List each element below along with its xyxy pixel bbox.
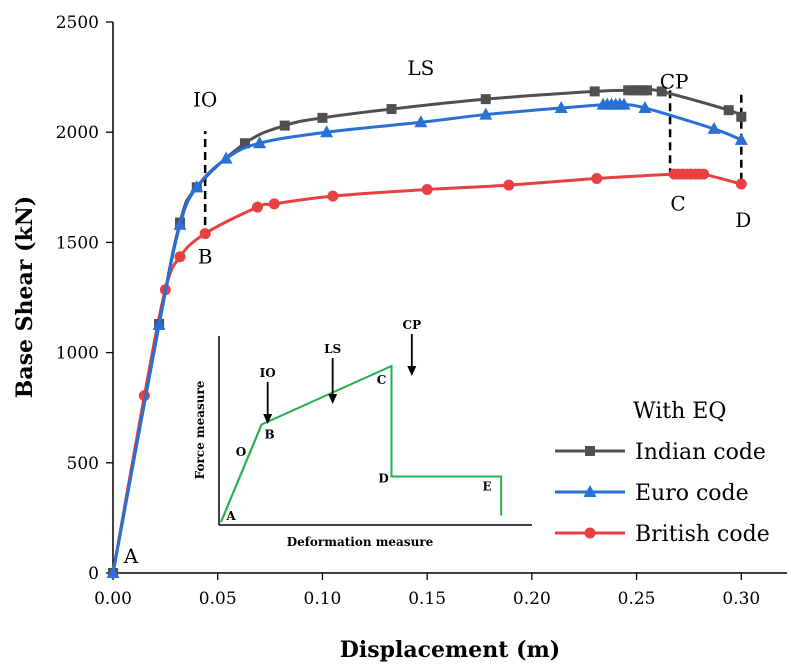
data-point (173, 217, 187, 230)
annotation-label: IO (193, 87, 217, 111)
data-point (174, 251, 186, 263)
y-tick-label: 2000 (56, 123, 99, 143)
data-point (386, 104, 397, 115)
data-point (414, 115, 428, 128)
legend-label: Euro code (635, 481, 749, 506)
inset-point-label: B (265, 428, 275, 442)
data-point (252, 201, 264, 213)
x-tick-label: 0.20 (513, 589, 551, 609)
inset-y-label: Force measure (193, 380, 207, 479)
data-point (707, 121, 721, 134)
y-tick-label: 500 (67, 454, 99, 474)
y-tick-label: 1500 (56, 233, 99, 253)
data-point (656, 86, 667, 97)
inset-point-label: D (378, 472, 388, 486)
y-axis-title: Base Shear (kN) (12, 196, 38, 398)
y-ticks: 0 500 1000 1500 2000 2500 (56, 13, 113, 584)
inset-point-label: A (225, 509, 236, 523)
data-point (268, 198, 280, 210)
legend-label: British code (635, 522, 770, 547)
data-point (479, 107, 493, 120)
inset-arrow-label: LS (324, 342, 341, 356)
y-tick-label: 1000 (56, 344, 99, 364)
inset-diagram: Deformation measure Force measure A B C D E O… (193, 318, 532, 549)
data-point (554, 100, 568, 113)
x-tick-label: 0.25 (618, 589, 656, 609)
x-axis-title: Displacement (m) (340, 637, 560, 663)
x-tick-label: 0.15 (408, 589, 446, 609)
data-point (638, 100, 652, 113)
data-point (480, 94, 491, 105)
inset-arrows: IO LS CP (260, 318, 421, 424)
data-point (219, 151, 233, 164)
data-point (723, 105, 734, 116)
legend: With EQ Indian code Euro code British code (555, 399, 770, 547)
inset-arrow-head (407, 366, 417, 376)
data-point (617, 97, 631, 110)
legend-marker (584, 527, 596, 539)
inset-arrow-label: CP (403, 318, 422, 332)
data-point (106, 566, 120, 578)
series-euro-code (106, 97, 748, 578)
x-ticks: 0.00 0.05 0.10 0.15 0.20 0.25 0.30 (94, 573, 760, 609)
data-point (317, 112, 328, 123)
data-point (623, 85, 634, 96)
data-point (734, 132, 748, 145)
inset-point-label: C (377, 373, 387, 387)
y-tick-label: 0 (88, 564, 99, 584)
data-point (503, 179, 515, 191)
series-british-code (107, 168, 747, 579)
data-point (279, 120, 290, 131)
annotation-label: A (123, 544, 139, 568)
inset-arrow-head (263, 414, 273, 424)
annotation-label: D (735, 208, 751, 232)
annotation-label: C (670, 191, 685, 215)
data-point (190, 180, 204, 193)
x-tick-label: 0.05 (199, 589, 237, 609)
inset-arrow-head (328, 394, 338, 404)
annotation-label: CP (660, 69, 689, 93)
inset-x-label: Deformation measure (287, 535, 434, 549)
data-point (239, 138, 250, 149)
x-tick-label: 0.10 (304, 589, 342, 609)
data-point (735, 178, 747, 190)
data-point (421, 184, 433, 196)
legend-marker (585, 446, 595, 456)
data-point (320, 125, 334, 138)
y-tick-label: 2500 (56, 13, 99, 33)
inset-labels: A B C D E O (225, 373, 491, 523)
data-point (642, 85, 653, 96)
data-point (698, 168, 710, 180)
data-point (253, 136, 267, 149)
series-layer (106, 85, 748, 579)
legend-title: With EQ (633, 399, 726, 424)
data-point (589, 86, 600, 97)
inset-arrow-label: IO (260, 366, 276, 380)
x-tick-label: 0.30 (722, 589, 760, 609)
inset-segment-label: O (236, 445, 246, 459)
x-tick-label: 0.00 (94, 589, 132, 609)
data-point (199, 228, 211, 240)
data-point (591, 172, 603, 184)
data-point (736, 111, 747, 122)
data-point (327, 190, 339, 202)
legend-marker (583, 485, 597, 497)
inset-elastic-segment (220, 424, 263, 523)
inset-point-label: E (483, 480, 492, 494)
legend-label: Indian code (635, 440, 766, 465)
annotations: A IO B LS CP C D (123, 56, 752, 568)
annotation-label: LS (407, 56, 434, 80)
annotation-label: B (198, 245, 213, 269)
inset-backbone-curve (220, 364, 503, 523)
data-point (152, 318, 166, 331)
